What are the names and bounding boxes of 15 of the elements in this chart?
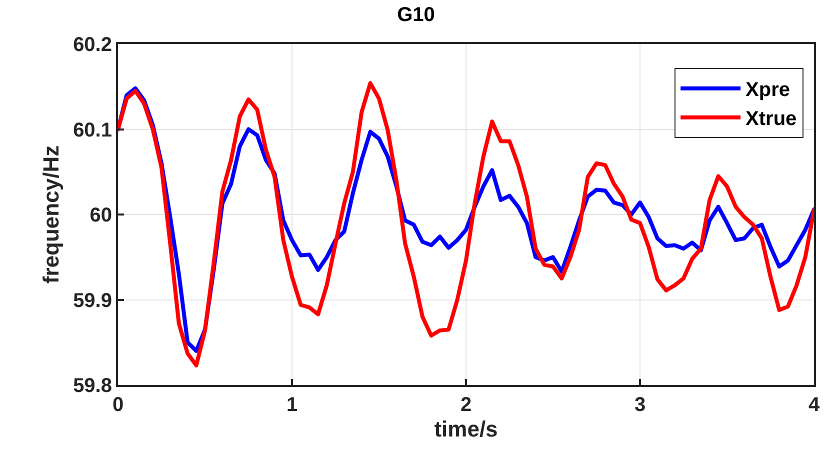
legend-label: Xpre bbox=[746, 79, 790, 102]
y-tick-label: 59.8 bbox=[73, 375, 112, 397]
x-tick-label: 2 bbox=[460, 394, 472, 416]
x-tick-label: 0 bbox=[112, 394, 124, 416]
x-tick-label: 3 bbox=[634, 394, 646, 416]
y-axis-title: frequency/Hz bbox=[38, 145, 64, 284]
x-tick-label: 1 bbox=[286, 394, 298, 416]
y-tick-label: 60.1 bbox=[73, 119, 112, 142]
y-tick-label: 59.9 bbox=[73, 290, 112, 312]
x-axis-title: time/s bbox=[434, 416, 498, 442]
y-tick-label: 60 bbox=[90, 204, 112, 226]
x-tick-label: 4 bbox=[808, 394, 820, 416]
chart-title: G10 bbox=[397, 4, 435, 26]
y-tick-label: 60.2 bbox=[73, 34, 112, 56]
legend-label: Xtrue bbox=[746, 108, 797, 130]
